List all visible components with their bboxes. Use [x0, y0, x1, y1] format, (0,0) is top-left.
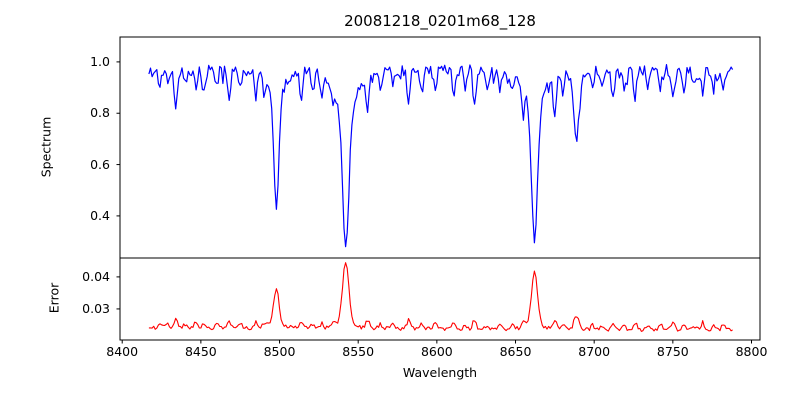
error-line [148, 262, 733, 332]
spectrum-y-tick-label: 0.6 [90, 156, 110, 172]
spectrum-y-tick-label: 0.8 [90, 104, 110, 120]
x-tick-label: 8400 [106, 344, 139, 359]
x-tick-label: 8500 [263, 344, 296, 359]
spectrum-y-tick-label: 1.0 [90, 53, 110, 69]
spectrum-line [148, 63, 734, 248]
axis-ticks [116, 61, 753, 344]
x-tick-label: 8750 [656, 344, 689, 359]
x-tick-label: 8700 [578, 344, 611, 359]
spectrum-y-tick-label: 0.4 [90, 207, 110, 223]
x-axis-label: Wavelength [402, 365, 478, 380]
x-tick-label: 8650 [499, 344, 532, 359]
error-y-tick-label: 0.04 [82, 268, 110, 284]
error-y-axis-label: Error [46, 282, 62, 314]
x-tick-label: 8800 [735, 344, 768, 359]
spectrum-y-axis-label: Spectrum [38, 116, 54, 178]
error-panel-border [119, 257, 761, 341]
spectrum-panel-border [119, 36, 761, 259]
x-tick-label: 8450 [184, 344, 217, 359]
error-y-tick-label: 0.03 [82, 300, 110, 316]
x-tick-label: 8600 [420, 344, 453, 359]
x-tick-label: 8550 [342, 344, 375, 359]
chart-title: 20081218_0201m68_128 [344, 12, 536, 30]
